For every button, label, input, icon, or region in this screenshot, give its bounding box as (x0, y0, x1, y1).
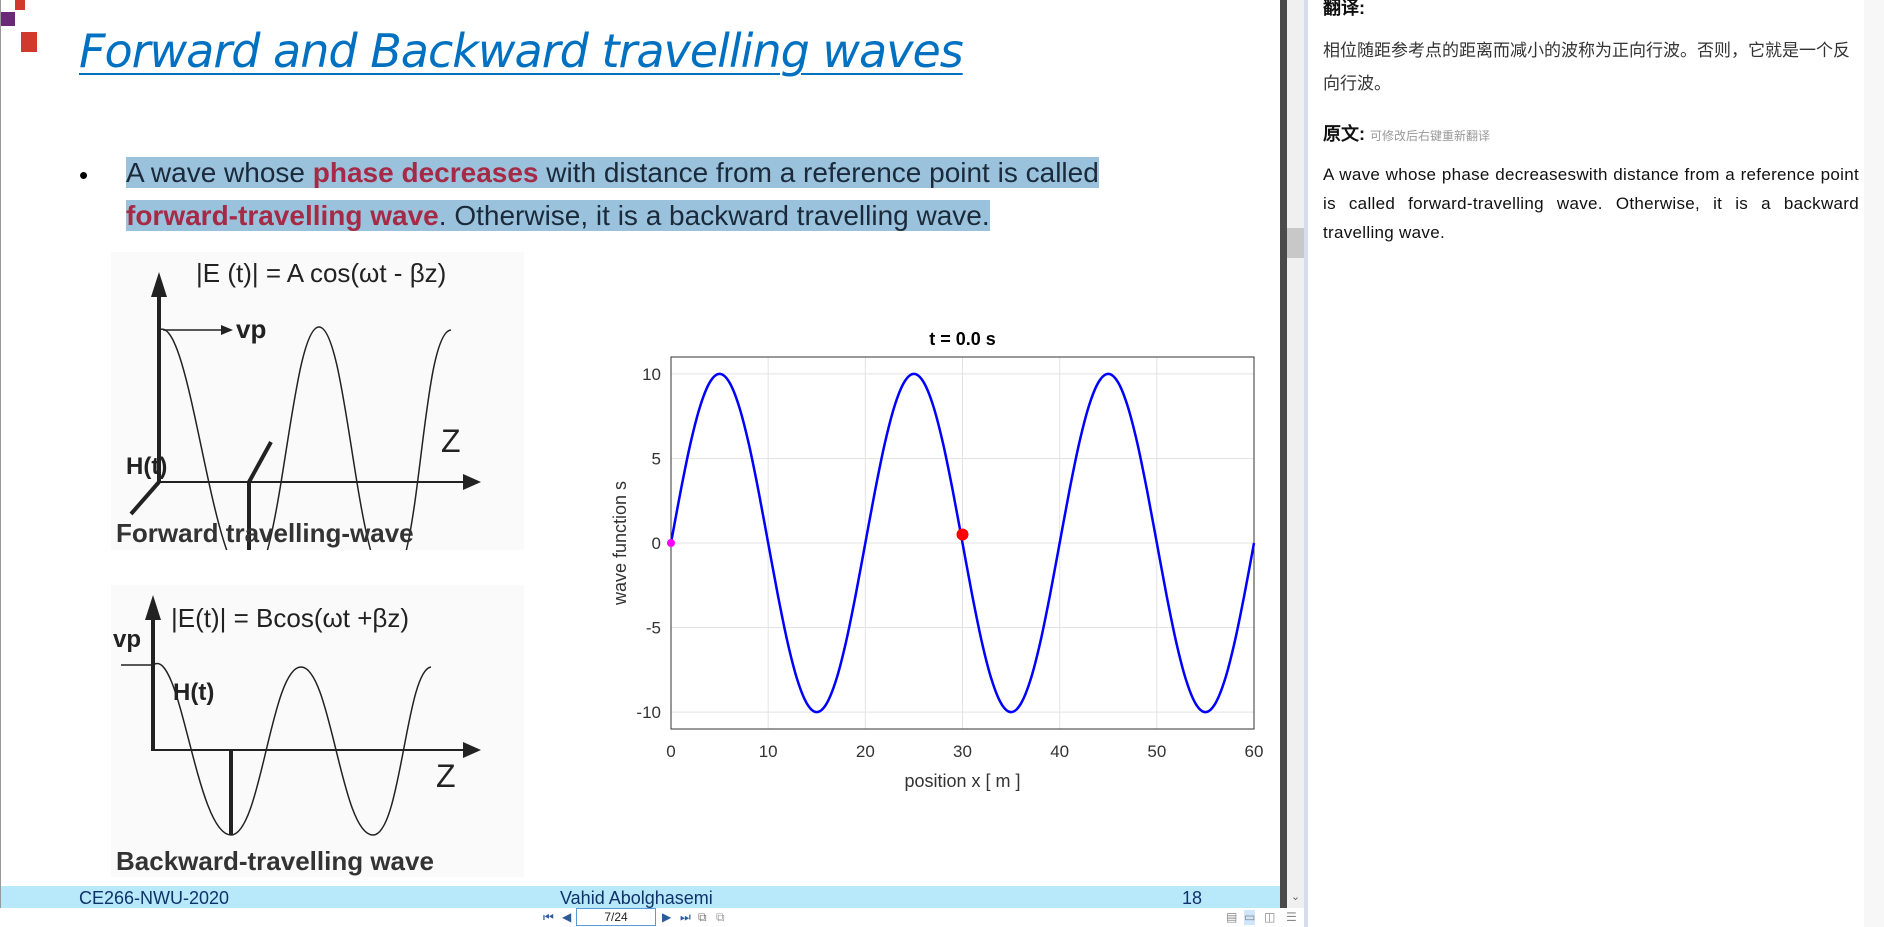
x-tick-label: 60 (1245, 742, 1264, 761)
footer-page-number: 18 (1182, 888, 1203, 908)
translation-text: 相位随距参考点的距离而减小的波称为正向行波。否则，它就是一个反向行波。 (1323, 41, 1850, 93)
single-page-icon[interactable]: ▤ (1226, 910, 1238, 924)
z-label: Z (436, 758, 456, 794)
equation: |E (t)| = A cos(ωt - βz) (196, 258, 446, 288)
decor-square (15, 0, 25, 10)
y-tick-label: -5 (646, 619, 661, 638)
text: A wave whose (126, 157, 313, 188)
y-axis-label: wave function s (610, 481, 630, 606)
add-page-icon[interactable]: ⧉ (698, 910, 707, 924)
y-tick-label: 0 (652, 534, 661, 553)
chart-title: t = 0.0 s (929, 329, 996, 349)
backward-wave-figure: |E(t)| = Bcos(ωt +βz) vp H(t) Z Backward… (111, 585, 524, 877)
footer-author: Vahid Abolghasemi (560, 888, 713, 908)
first-page-icon[interactable]: ⏮ (543, 910, 554, 924)
x-tick-label: 10 (759, 742, 778, 761)
slide-footer: CE266-NWU-2020 Vahid Abolghasemi 18 (1, 886, 1280, 908)
vp-label: vp (236, 314, 266, 344)
panel-scrollbar[interactable] (1864, 0, 1884, 927)
text: . Otherwise, it is a backward travelling… (438, 200, 990, 231)
continuous-icon[interactable]: ▭ (1244, 910, 1256, 925)
bullet-icon: • (79, 160, 89, 190)
bullet-text[interactable]: A wave whose phase decreases with distan… (126, 151, 1216, 237)
equation: |E(t)| = Bcos(ωt +βz) (171, 603, 409, 633)
wave-chart: 0 10 20 30 40 50 60 -10 -5 0 5 10 t = 0.0 s position … (610, 329, 1264, 791)
x-tick-label: 0 (666, 742, 675, 761)
figure-caption: Forward travelling-wave (116, 518, 414, 548)
marker-point (956, 528, 969, 541)
footer-course: CE266-NWU-2020 (79, 888, 230, 908)
next-page-icon[interactable]: ▶ (662, 910, 672, 924)
vertical-scrollbar[interactable] (1287, 0, 1304, 908)
z-label: Z (441, 423, 461, 459)
text: with distance from a reference point is … (538, 157, 1099, 188)
emphasis-text: phase decreases (312, 157, 539, 188)
emphasis-text: forward-travelling wave (126, 200, 439, 231)
x-tick-label: 30 (953, 742, 972, 761)
wave-line (669, 372, 1256, 714)
split-icon[interactable]: ☰ (1286, 910, 1297, 924)
slide: Forward and Backward travelling waves • … (0, 0, 1280, 908)
x-tick-label: 50 (1147, 742, 1166, 761)
slide-title: Forward and Backward travelling waves (79, 24, 964, 78)
original-text-editor[interactable]: A wave whose phase decreaseswith distanc… (1323, 165, 1859, 242)
two-page-icon[interactable]: ◫ (1264, 910, 1276, 924)
h-label: H(t) (173, 679, 214, 706)
slide-edge (1280, 0, 1287, 908)
decor-square (21, 32, 37, 52)
remove-page-icon[interactable]: ⧉ (716, 910, 725, 924)
marker-point (667, 539, 675, 547)
forward-wave-figure: |E (t)| = A cos(ωt - βz) vp Z H(t) Forwa… (111, 252, 524, 550)
scroll-down-icon[interactable]: ⌄ (1290, 891, 1301, 903)
figure-caption: Backward-travelling wave (116, 846, 434, 876)
x-tick-label: 40 (1050, 742, 1069, 761)
translation-panel: 翻译: 相位随距参考点的距离而减小的波称为正向行波。否则，它就是一个反向行波。 … (1304, 0, 1884, 927)
original-hint: 可修改后右键重新翻译 (1370, 129, 1491, 143)
prev-page-icon[interactable]: ◀ (562, 910, 572, 924)
decor-square (1, 12, 15, 26)
h-label: H(t) (126, 453, 167, 480)
y-tick-label: -10 (636, 703, 661, 722)
vp-label: vp (113, 626, 141, 653)
page-number-input[interactable]: 7/24 (576, 908, 656, 926)
last-page-icon[interactable]: ⏭ (680, 910, 691, 924)
translation-heading: 翻译: (1323, 0, 1365, 18)
y-tick-label: 5 (652, 449, 661, 468)
original-heading: 原文: (1323, 124, 1365, 144)
y-tick-label: 10 (642, 365, 661, 384)
scrollbar-thumb[interactable] (1287, 228, 1304, 258)
x-axis-label: position x [ m ] (904, 771, 1020, 791)
x-tick-label: 20 (856, 742, 875, 761)
